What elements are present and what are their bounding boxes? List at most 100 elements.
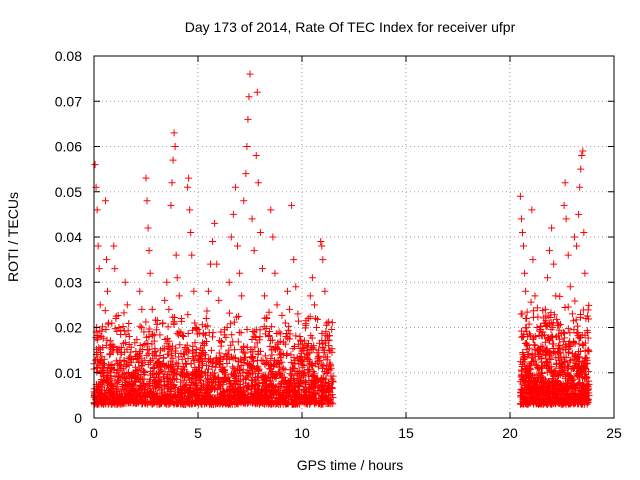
data-point (282, 380, 290, 388)
data-point (257, 356, 265, 364)
data-point (311, 380, 319, 388)
data-point (127, 348, 135, 356)
data-point (549, 345, 557, 353)
data-point (142, 318, 150, 326)
data-point (193, 390, 201, 398)
data-point (310, 372, 318, 380)
data-point (256, 228, 264, 236)
data-point (109, 391, 117, 399)
data-point (137, 362, 145, 370)
axis-ticks (93, 55, 615, 419)
data-point (175, 292, 183, 300)
data-point (540, 375, 548, 383)
data-point (156, 378, 164, 386)
data-point (247, 363, 255, 371)
data-point (293, 400, 301, 408)
data-point (273, 393, 281, 401)
data-point (146, 269, 154, 277)
data-point (576, 367, 584, 375)
data-point (169, 382, 177, 390)
data-point (146, 387, 154, 395)
data-point (521, 393, 529, 401)
data-point (295, 370, 303, 378)
data-point (228, 331, 236, 339)
data-point (100, 369, 108, 377)
data-point (529, 377, 537, 385)
data-point (265, 333, 273, 341)
data-point (157, 346, 165, 354)
data-point (308, 389, 316, 397)
x-axis-label: GPS time / hours (297, 457, 404, 473)
data-point (189, 399, 197, 407)
data-point (182, 360, 190, 368)
data-point (324, 380, 332, 388)
data-point (268, 351, 276, 359)
data-point (278, 358, 286, 366)
data-point (282, 399, 290, 407)
data-point (219, 365, 227, 373)
data-point (169, 376, 176, 384)
data-point (218, 366, 226, 374)
x-tick-label: 25 (606, 425, 622, 441)
data-point (291, 359, 299, 367)
data-point (171, 384, 179, 392)
y-tick-label: 0.05 (55, 184, 82, 200)
data-point (547, 325, 555, 333)
data-point (145, 325, 153, 333)
data-point (290, 354, 298, 362)
data-point (522, 287, 530, 295)
data-point (524, 333, 532, 341)
data-point (566, 356, 574, 364)
data-point (154, 384, 162, 392)
data-point (185, 174, 193, 182)
data-point (151, 345, 159, 353)
data-point (535, 332, 543, 340)
data-point (138, 388, 146, 396)
data-point (569, 317, 577, 325)
data-point (98, 364, 106, 372)
data-point (328, 377, 336, 385)
data-point (103, 336, 111, 344)
data-point (576, 313, 584, 321)
data-point (130, 369, 138, 377)
data-point (133, 399, 141, 407)
data-point (275, 346, 283, 354)
data-point (516, 192, 524, 200)
data-point (146, 371, 154, 379)
data-point (119, 339, 127, 347)
y-tick-label: 0.06 (55, 139, 82, 155)
data-point (524, 377, 532, 385)
data-point (237, 398, 245, 406)
data-point (244, 386, 252, 394)
data-point (275, 328, 283, 336)
data-point (328, 384, 336, 392)
data-point (325, 318, 333, 326)
data-point (560, 201, 568, 209)
data-point (167, 361, 175, 369)
data-point (95, 389, 103, 397)
data-point (234, 363, 242, 371)
data-point (184, 329, 192, 337)
data-point (178, 355, 186, 363)
data-point (581, 269, 589, 277)
data-point (213, 260, 221, 268)
data-point (537, 322, 545, 330)
data-point (323, 332, 331, 340)
data-point (121, 348, 129, 356)
data-point (561, 366, 569, 374)
data-point (230, 318, 238, 326)
data-point (128, 385, 136, 393)
data-point (265, 308, 273, 316)
data-point (568, 310, 576, 318)
data-point (564, 372, 572, 380)
data-point (585, 391, 593, 399)
data-point (277, 384, 285, 392)
data-point (518, 367, 526, 375)
data-point (204, 375, 212, 383)
data-point (99, 378, 107, 386)
data-point (575, 210, 583, 218)
data-point (216, 337, 224, 345)
data-point (521, 384, 529, 392)
data-point (135, 350, 143, 358)
data-point (241, 349, 249, 357)
